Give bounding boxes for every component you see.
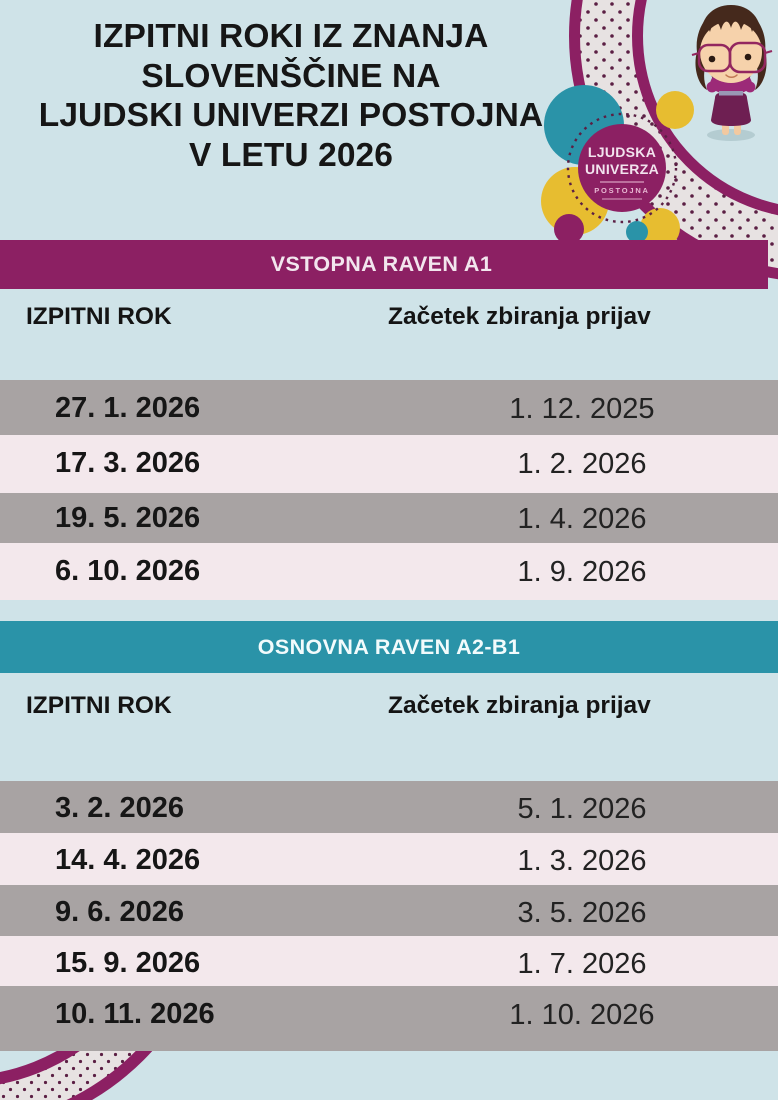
svg-text:UNIVERZA: UNIVERZA — [585, 161, 659, 177]
svg-text:POSTOJNA: POSTOJNA — [594, 186, 650, 195]
svg-text:LJUDSKA: LJUDSKA — [588, 144, 656, 160]
